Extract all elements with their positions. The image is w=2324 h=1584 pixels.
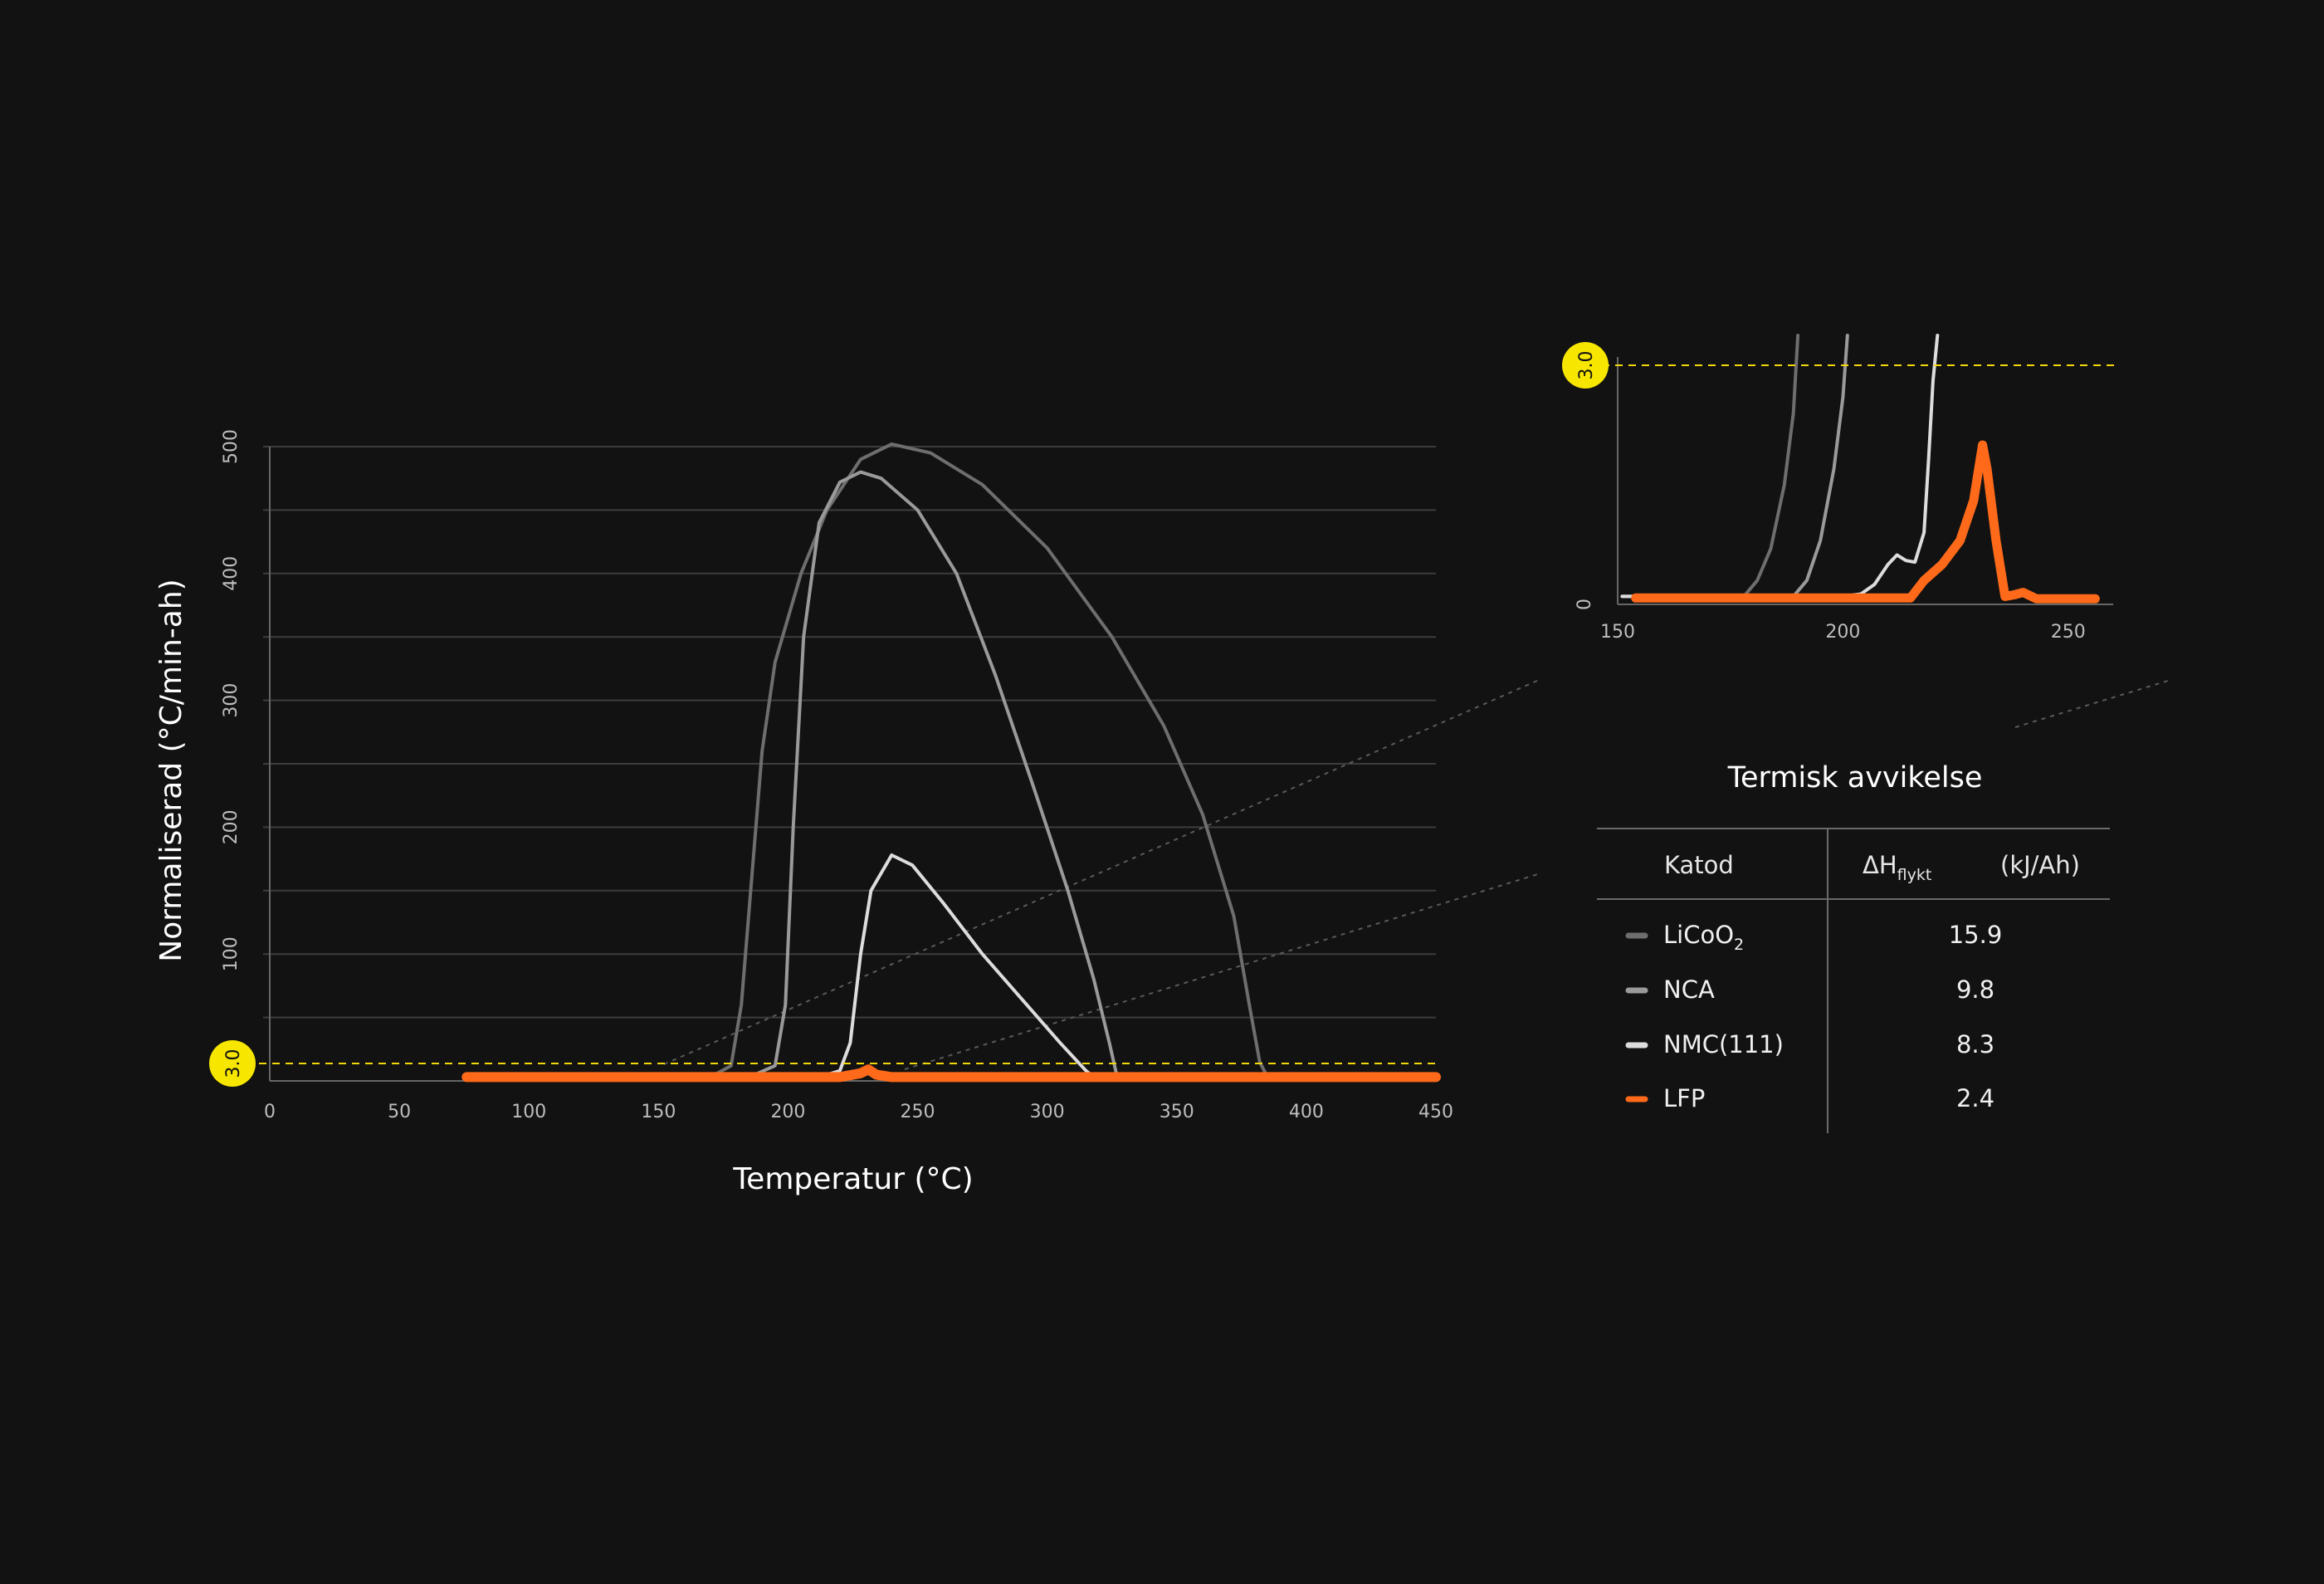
series-line-licoo2 (465, 442, 1438, 1079)
cathode-label: NMC(111) (1663, 1030, 1784, 1058)
dh-subscript: flykt (1897, 866, 1932, 884)
zoom-guide-line (2014, 680, 2169, 728)
x-tick-label: 300 (1030, 1102, 1065, 1122)
zoom-guide-line (904, 873, 1541, 1070)
table-row: NCA 9.8 (1625, 975, 1994, 1004)
zoom-guides (663, 680, 2169, 1070)
cathode-label: LiCoO2 (1663, 921, 1744, 954)
enthalpy-value: 9.8 (1956, 975, 1994, 1004)
cathode-label-main: LiCoO (1663, 921, 1734, 949)
x-tick-label: 200 (770, 1102, 805, 1122)
enthalpy-value: 2.4 (1956, 1084, 1994, 1112)
inset-x-tick-label: 250 (2051, 622, 2086, 643)
x-axis-title: Temperatur (°C) (732, 1162, 973, 1196)
zoom-guide-line (663, 680, 1538, 1065)
cathode-label-main: NMC(111) (1663, 1030, 1784, 1058)
table-header-unit: (kJ/Ah) (2000, 851, 2080, 879)
series-line-lfp (461, 1064, 1441, 1083)
dh-symbol: ΔH (1863, 851, 1897, 879)
table-title: Termisk avvikelse (1727, 761, 1983, 794)
x-tick-label: 250 (901, 1102, 935, 1122)
x-tick-label: 50 (388, 1102, 411, 1122)
table-row: NMC(111) 8.3 (1625, 1030, 1994, 1058)
y-tick-label: 300 (221, 683, 242, 718)
main-chart: 3.0 0 50 100 150 200 250 300 350 400 450 100 200 300… (154, 429, 2169, 1196)
inset-series-line-licoo2 (1620, 334, 1800, 599)
inset-series-line-lfp (1631, 440, 2100, 604)
table-row: LFP 2.4 (1625, 1084, 1994, 1112)
threshold-badge-label: 3.0 (223, 1049, 244, 1078)
cathode-label-main: LFP (1663, 1084, 1705, 1112)
inset-axes (1617, 357, 2113, 605)
y-tick-label: 400 (221, 556, 242, 591)
x-tick-label: 350 (1160, 1102, 1194, 1122)
table-rows: LiCoO2 15.9 NCA 9.8 NMC(111) 8.3 LFP 2.4 (1625, 921, 2003, 1112)
y-axis-title: Normaliserad (°C/min-ah) (154, 579, 188, 961)
cathode-label: NCA (1663, 975, 1715, 1004)
inset-x-tick-label: 150 (1600, 622, 1635, 643)
table-header-dh: ΔHflykt (1863, 851, 1931, 884)
inset-chart: 3.0 150 200 250 0 (1562, 334, 2115, 643)
table-header-katod: Katod (1664, 851, 1734, 879)
enthalpy-value: 15.9 (1949, 921, 2003, 949)
main-series (461, 442, 1441, 1083)
inset-series-line-nmc-111 (1620, 334, 1940, 599)
main-grid (263, 446, 1436, 1019)
enthalpy-value: 8.3 (1956, 1030, 1994, 1058)
inset-threshold-badge (1562, 342, 1609, 389)
series-line-nmc-111 (465, 853, 1438, 1079)
inset-tick-labels: 150 200 250 0 (1575, 599, 2086, 643)
y-tick-label: 200 (221, 809, 242, 844)
inset-threshold-badge-label: 3.0 (1576, 351, 1597, 380)
y-tick-label: 500 (221, 429, 242, 464)
cathode-label-subscript: 2 (1734, 936, 1744, 954)
x-tick-label: 450 (1418, 1102, 1453, 1122)
cathode-label-main: NCA (1663, 975, 1715, 1004)
main-tick-labels: 0 50 100 150 200 250 300 350 400 450 100 200 300 400 5… (221, 429, 1453, 1122)
y-tick-label: 100 (221, 936, 242, 971)
series-line-nca (465, 470, 1438, 1079)
inset-x-tick-label: 200 (1825, 622, 1860, 643)
x-tick-label: 0 (264, 1102, 276, 1122)
table-row: LiCoO2 15.9 (1625, 921, 2003, 954)
thermal-runaway-table: Termisk avvikelse Katod ΔHflykt (kJ/Ah) … (1597, 761, 2110, 1133)
x-tick-label: 100 (511, 1102, 546, 1122)
inset-series-line-nca (1620, 334, 1849, 599)
inset-y-tick-label: 0 (1575, 599, 1595, 610)
x-tick-label: 400 (1289, 1102, 1324, 1122)
inset-threshold: 3.0 (1562, 342, 2115, 389)
cathode-label: LFP (1663, 1084, 1705, 1112)
threshold-badge (209, 1040, 256, 1087)
x-tick-label: 150 (641, 1102, 676, 1122)
inset-series (1620, 334, 2100, 604)
main-threshold: 3.0 (209, 1040, 1436, 1087)
